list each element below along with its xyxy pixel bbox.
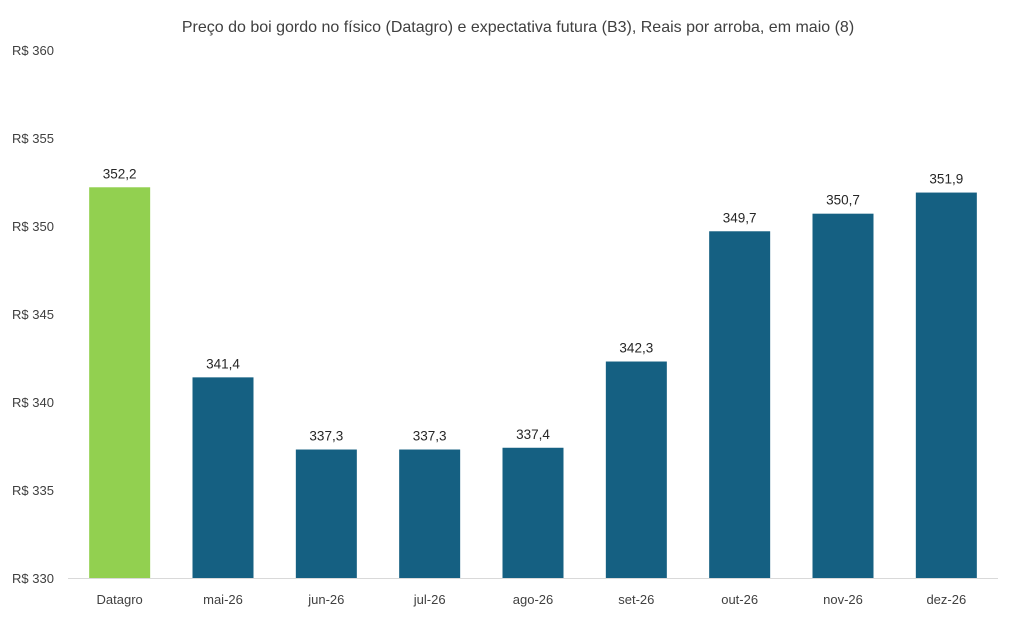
x-tick-label: Datagro (97, 592, 143, 607)
data-label: 351,9 (929, 172, 963, 187)
x-tick-label: ago-26 (513, 592, 553, 607)
x-tick-label: mai-26 (203, 592, 243, 607)
x-tick-label: jul-26 (413, 592, 446, 607)
y-axis: R$ 330 R$ 335 R$ 340 R$ 345 R$ 350 R$ 355 R$ 3… (12, 43, 54, 586)
x-tick-label: out-26 (721, 592, 758, 607)
data-label: 350,7 (826, 193, 860, 208)
y-tick-label: R$ 355 (12, 131, 54, 146)
data-labels: 352,2 341,4 337,3 337,3 337,4 342,3 349,7 350,7… (103, 166, 963, 443)
bar-mai-26 (192, 377, 254, 578)
bar-jul-26 (399, 449, 461, 578)
bars (89, 187, 977, 578)
x-tick-label: jun-26 (307, 592, 344, 607)
y-tick-label: R$ 360 (12, 43, 54, 58)
bar-datagro (89, 187, 151, 578)
data-label: 349,7 (723, 210, 757, 225)
bar-nov-26 (812, 213, 874, 578)
data-label: 341,4 (206, 356, 240, 371)
data-label: 337,4 (516, 427, 550, 442)
y-tick-label: R$ 340 (12, 395, 54, 410)
chart-title: Preço do boi gordo no físico (Datagro) e… (182, 19, 854, 36)
x-tick-label: set-26 (618, 592, 654, 607)
data-label: 352,2 (103, 166, 137, 181)
bar-ago-26 (502, 447, 564, 578)
data-label: 342,3 (619, 341, 653, 356)
x-axis: Datagro mai-26 jun-26 jul-26 ago-26 set-26 out… (68, 578, 998, 607)
data-label: 337,3 (413, 429, 447, 444)
x-tick-label: dez-26 (926, 592, 966, 607)
bar-jun-26 (295, 449, 357, 578)
data-label: 337,3 (309, 429, 343, 444)
bar-set-26 (605, 361, 667, 578)
y-tick-label: R$ 350 (12, 219, 54, 234)
y-tick-label: R$ 330 (12, 571, 54, 586)
bar-dez-26 (915, 192, 977, 578)
y-tick-label: R$ 345 (12, 307, 54, 322)
bar-out-26 (709, 231, 771, 578)
x-tick-label: nov-26 (823, 592, 863, 607)
y-tick-label: R$ 335 (12, 483, 54, 498)
